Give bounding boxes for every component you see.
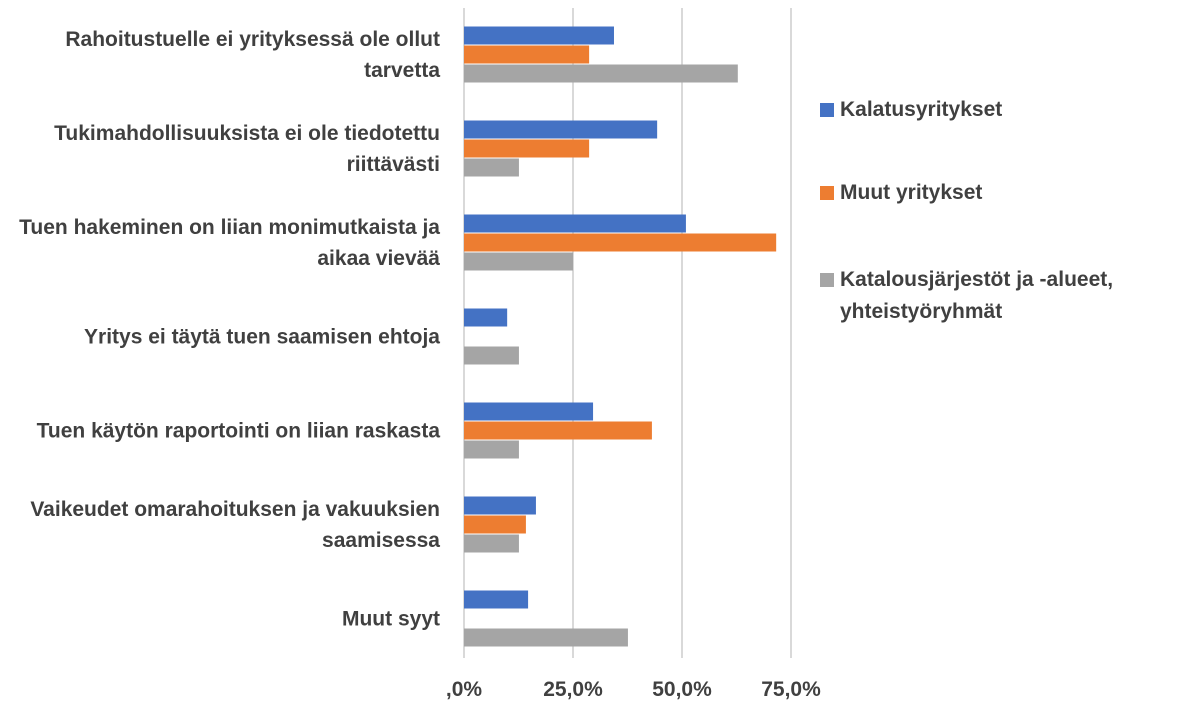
bar	[464, 590, 529, 609]
bar	[464, 534, 519, 553]
bar	[464, 421, 652, 440]
category-label: Rahoitustuelle ei yrityksessä ole ollut …	[65, 28, 440, 82]
bar	[464, 628, 628, 647]
bar	[464, 64, 738, 83]
bar	[464, 158, 519, 177]
category-label: Tuen käytön raportointi on liian raskast…	[36, 419, 440, 443]
category-label: Vaikeudet omarahoituksen ja vakuuksien s…	[30, 498, 440, 552]
bar	[464, 252, 573, 271]
bar	[464, 45, 590, 64]
legend-item: Kalatusyritykset	[820, 94, 1170, 126]
legend-swatch	[820, 103, 834, 117]
x-tick-label: 50,0%	[652, 678, 712, 701]
bar	[464, 308, 508, 327]
x-tick-label: ,0%	[445, 678, 483, 701]
legend-swatch	[820, 273, 834, 287]
bar	[464, 402, 594, 421]
bar	[464, 515, 526, 534]
legend-label: Katalousjärjestöt ja -alueet, yhteistyör…	[840, 268, 1114, 323]
bar	[464, 120, 658, 139]
bar	[464, 139, 590, 158]
bar	[464, 440, 519, 459]
category-label: Tuen hakeminen on liian monimutkaista ja…	[19, 216, 440, 270]
x-tick-label: 75,0%	[761, 678, 821, 701]
bar	[464, 214, 686, 233]
legend-item: Muut yritykset	[820, 177, 1170, 209]
category-label: Tukimahdollisuuksista ei ole tiedotettu …	[54, 122, 440, 176]
category-label: Muut syyt	[341, 607, 440, 631]
legend-label: Muut yritykset	[840, 181, 983, 204]
legend-swatch	[820, 186, 834, 200]
bar	[464, 26, 614, 45]
legend-label: Kalatusyritykset	[840, 98, 1003, 121]
bar	[464, 346, 519, 365]
bar	[464, 496, 536, 515]
x-tick-label: 25,0%	[543, 678, 603, 701]
category-label: Yritys ei täytä tuen saamisen ehtoja	[84, 325, 440, 349]
legend-item: Katalousjärjestöt ja -alueet, yhteistyör…	[820, 264, 1170, 328]
bar	[464, 233, 777, 252]
